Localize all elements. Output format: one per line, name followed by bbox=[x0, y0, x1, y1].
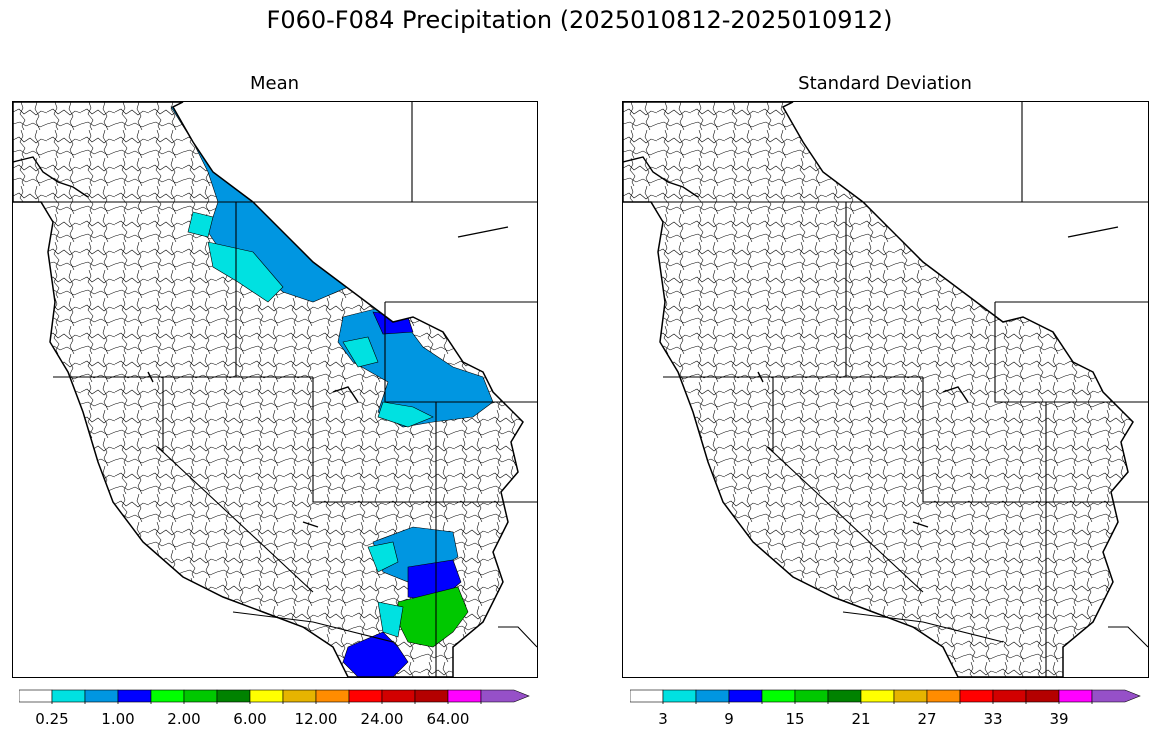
figure-title: F060-F084 Precipitation (2025010812-2025… bbox=[266, 6, 893, 34]
colorbar-tick-label: 39 bbox=[1049, 710, 1069, 728]
colorbar-segment bbox=[117, 689, 152, 703]
colorbar-segment bbox=[249, 689, 284, 703]
colorbar-segment bbox=[992, 689, 1027, 703]
colorbar-segment bbox=[447, 689, 482, 703]
mean-colorbar bbox=[19, 689, 530, 704]
colorbar-segment bbox=[381, 689, 416, 703]
colorbar-segment bbox=[315, 689, 350, 703]
colorbar-segment bbox=[19, 689, 53, 703]
colorbar-tick-label: 2.00 bbox=[167, 710, 201, 728]
std-map-canvas bbox=[623, 102, 1148, 677]
colorbar-segment bbox=[761, 689, 796, 703]
colorbar-segment bbox=[1058, 689, 1093, 703]
colorbar-tick-label: 12.00 bbox=[294, 710, 338, 728]
colorbar-segment bbox=[216, 689, 251, 703]
colorbar-tick-label: 9 bbox=[724, 710, 734, 728]
colorbar-tick-label: 24.00 bbox=[360, 710, 404, 728]
colorbar-segment bbox=[348, 689, 383, 703]
colorbar-segment bbox=[860, 689, 895, 703]
colorbar-segment bbox=[150, 689, 185, 703]
colorbar-segment bbox=[282, 689, 317, 703]
colorbar-tick-label: 21 bbox=[851, 710, 871, 728]
colorbar-segment bbox=[695, 689, 730, 703]
colorbar-segment bbox=[794, 689, 829, 703]
colorbar-tick-label: 6.00 bbox=[233, 710, 267, 728]
colorbar-segment bbox=[414, 689, 449, 703]
colorbar-segment bbox=[827, 689, 862, 703]
colorbar-tick-label: 1.00 bbox=[101, 710, 135, 728]
std-colorbar bbox=[630, 689, 1141, 704]
mean-map bbox=[12, 101, 538, 678]
colorbar-tick-label: 27 bbox=[917, 710, 937, 728]
colorbar-segment bbox=[1091, 689, 1141, 703]
colorbar-segment bbox=[959, 689, 994, 703]
colorbar-segment bbox=[183, 689, 218, 703]
colorbar-segment bbox=[1025, 689, 1060, 703]
colorbar-tick-label: 0.25 bbox=[35, 710, 69, 728]
colorbar-segment bbox=[662, 689, 697, 703]
mean-precip-utah-light-blue bbox=[337, 306, 494, 428]
colorbar-tick-label: 33 bbox=[983, 710, 1003, 728]
colorbar-segment bbox=[926, 689, 961, 703]
mean-map-canvas bbox=[13, 102, 537, 677]
mean-panel-title: Mean bbox=[249, 73, 300, 94]
colorbar-segment bbox=[84, 689, 119, 703]
colorbar-tick-label: 3 bbox=[658, 710, 668, 728]
colorbar-tick-label: 15 bbox=[785, 710, 805, 728]
colorbar-segment bbox=[893, 689, 928, 703]
colorbar-segment bbox=[51, 689, 86, 703]
colorbar-segment bbox=[728, 689, 763, 703]
colorbar-tick-label: 64.00 bbox=[426, 710, 470, 728]
colorbar-segment bbox=[630, 689, 664, 703]
colorbar-segment bbox=[480, 689, 530, 703]
std-panel-title: Standard Deviation bbox=[798, 73, 972, 94]
std-map bbox=[622, 101, 1149, 678]
